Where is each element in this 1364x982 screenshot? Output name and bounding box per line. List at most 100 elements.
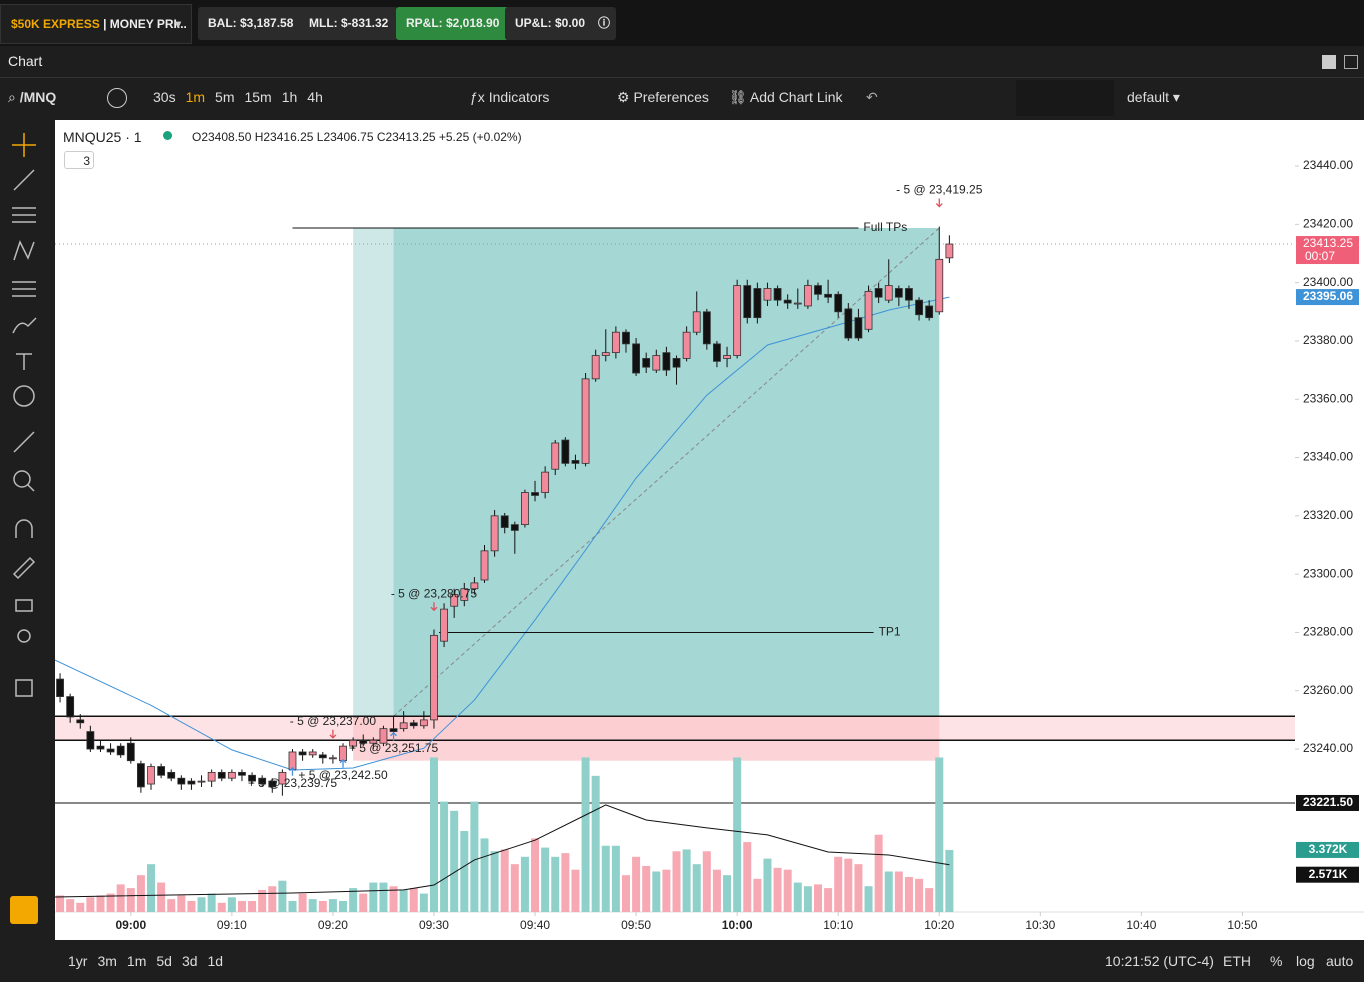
add-link-button[interactable]: ⛓ Add Chart Link — [729, 89, 843, 105]
volume-bar — [429, 757, 438, 912]
log-toggle[interactable]: log — [1296, 953, 1315, 969]
candle-body — [743, 285, 752, 319]
volume-bar — [237, 900, 246, 912]
rpl: RP&L: $2,018.90 — [396, 7, 510, 40]
volume-bar — [328, 899, 337, 912]
interval[interactable]: 15m — [244, 89, 272, 105]
volume-bar — [76, 902, 85, 912]
volume-bar — [147, 864, 156, 912]
y-tick-label: 23300.00 — [1303, 566, 1353, 580]
maximize-button[interactable] — [1344, 55, 1358, 69]
range[interactable]: 3d — [181, 953, 198, 969]
y-tick-label: 23440.00 — [1303, 158, 1353, 172]
tp-label: Full TPs — [863, 220, 907, 234]
range[interactable]: 3m — [97, 953, 117, 969]
interval[interactable]: 5m — [215, 89, 235, 105]
volume-bar — [531, 838, 540, 912]
volume-bar — [207, 893, 216, 912]
volume-bar — [915, 878, 924, 912]
candle-body — [329, 757, 337, 760]
candle-body — [854, 317, 863, 339]
candle-body — [369, 739, 378, 744]
volume-bar — [844, 858, 853, 912]
account-select[interactable]: $50K EXPRESS | MONEY PRI... ▾ — [0, 4, 192, 44]
candle-body — [632, 343, 640, 374]
candle-body — [531, 492, 539, 496]
volume-bar — [248, 900, 257, 912]
chart-tab[interactable]: Chart — [8, 53, 43, 69]
fill-label: - 5 @ 23,419.25 — [896, 183, 983, 197]
symbol-search[interactable]: ⌕ /MNQ — [8, 89, 57, 105]
candle-body — [571, 460, 580, 464]
candle-body — [288, 751, 297, 770]
candle-body — [207, 771, 216, 782]
volume-bar — [692, 864, 701, 912]
fill-arrow — [390, 731, 398, 741]
volume-bar — [460, 831, 469, 912]
interval[interactable]: 30s — [153, 89, 176, 105]
volume-bar — [369, 882, 378, 912]
info-button[interactable]: ⓘ — [590, 7, 616, 40]
candle-body — [561, 439, 570, 464]
y-tick-label: 23420.00 — [1303, 217, 1353, 231]
fill-arrow — [289, 766, 296, 776]
indicators-button[interactable]: ƒx Indicators — [470, 89, 550, 105]
candle-body — [450, 594, 459, 607]
volume-bar — [783, 869, 792, 912]
volume-bar — [672, 851, 681, 912]
favorites-button[interactable] — [10, 896, 38, 924]
candle-body — [884, 285, 893, 301]
ma-tag: 23395.06 — [1303, 289, 1353, 303]
interval[interactable]: 4h — [307, 89, 323, 105]
candle-body — [834, 293, 843, 313]
range[interactable]: 1d — [207, 953, 224, 969]
candle-body — [500, 515, 509, 528]
candle-body — [56, 678, 64, 697]
volume-bar — [106, 893, 115, 912]
range[interactable]: 1m — [126, 953, 147, 969]
balance: BAL: $3,187.58 — [198, 7, 304, 40]
volume-bar — [632, 856, 641, 912]
x-tick-label: 10:10 — [823, 918, 853, 932]
candle-body — [298, 751, 307, 756]
session[interactable]: ETH — [1223, 953, 1251, 969]
candle-body — [187, 780, 196, 785]
bottom-bar — [0, 940, 1364, 982]
preferences-button[interactable]: ⚙ Preferences — [617, 89, 709, 105]
candle-body — [642, 358, 651, 368]
volume-ma — [55, 804, 950, 898]
indicator-toggle[interactable]: 3 — [64, 151, 94, 169]
range[interactable]: 1yr — [68, 953, 88, 969]
percent-toggle[interactable]: % — [1270, 953, 1283, 969]
account-label: | MONEY PRI... — [103, 17, 187, 31]
volume-bar — [854, 864, 863, 912]
y-tick-label: 23260.00 — [1303, 683, 1353, 697]
volume-bar — [86, 897, 95, 912]
candle-body — [591, 355, 600, 380]
interval[interactable]: 1m — [185, 89, 206, 105]
volume-bar — [682, 849, 691, 912]
volume-bar — [298, 893, 307, 912]
auto-toggle[interactable]: auto — [1326, 953, 1354, 969]
clock: 10:21:52 (UTC-4) — [1105, 953, 1214, 969]
layout-select[interactable]: default ▾ — [1127, 89, 1180, 105]
candle-body — [440, 608, 448, 642]
volume-bar — [197, 897, 206, 912]
interval[interactable]: 1h — [281, 89, 298, 105]
left-tools — [12, 133, 37, 697]
volume-bar — [157, 882, 166, 912]
candle-body — [581, 378, 590, 464]
chart: 23240.00 23260.00 23280.00 23300.00 23320.00… — [55, 120, 1364, 940]
status-dot — [163, 131, 172, 140]
range[interactable]: 5d — [156, 953, 172, 969]
add-symbol[interactable] — [107, 88, 127, 108]
undo[interactable]: ↶ — [866, 89, 878, 105]
candle-body — [167, 771, 176, 779]
x-tick-label: 09:10 — [217, 918, 247, 932]
volume-bar — [541, 847, 550, 912]
volume-bar — [258, 889, 267, 912]
candle-body — [430, 634, 438, 721]
x-tick-label: 09:30 — [419, 918, 449, 932]
add-button[interactable] — [1322, 55, 1336, 69]
volume-bar — [834, 856, 843, 912]
